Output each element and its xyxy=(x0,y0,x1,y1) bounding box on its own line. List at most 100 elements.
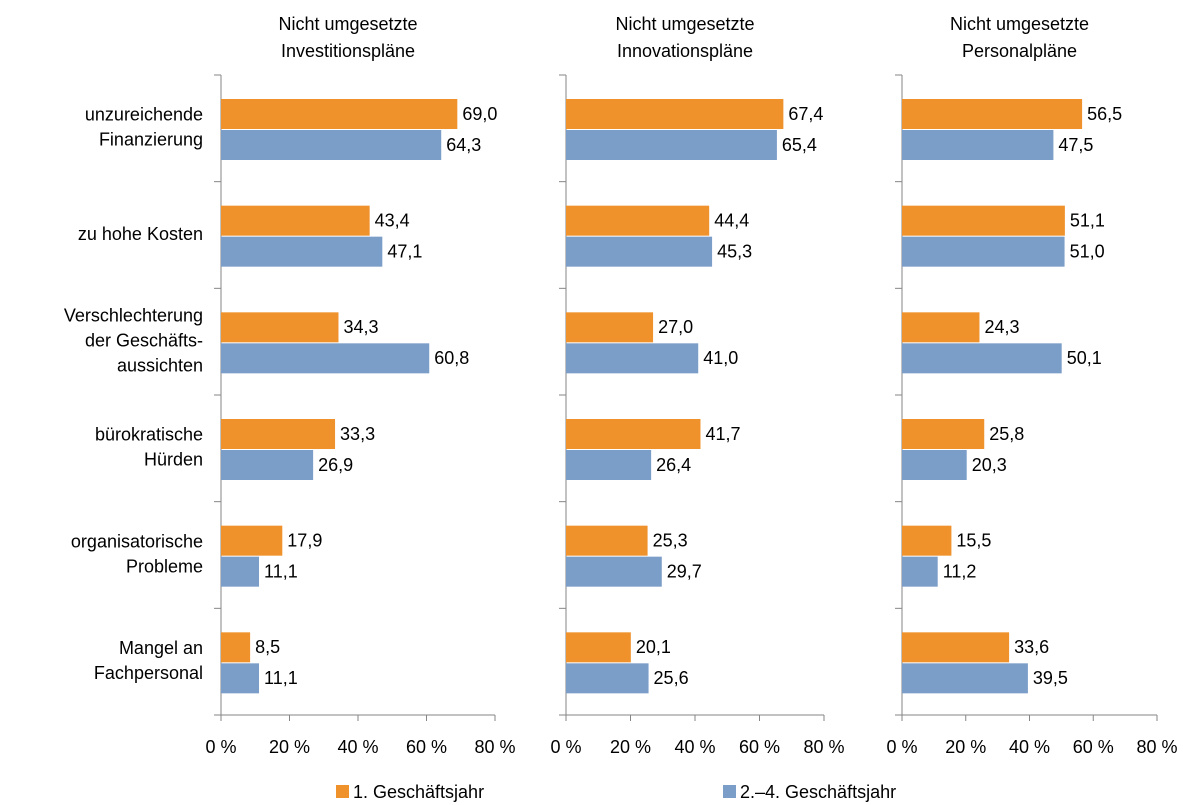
value-label: 45,3 xyxy=(717,241,752,261)
value-label: 65,4 xyxy=(782,135,817,155)
x-tick-label: 80 % xyxy=(1136,737,1177,757)
x-tick-label: 80 % xyxy=(803,737,844,757)
bar xyxy=(221,450,314,480)
value-label: 33,6 xyxy=(1014,637,1049,657)
value-label: 51,1 xyxy=(1070,210,1105,230)
value-label: 24,3 xyxy=(984,317,1019,337)
bar xyxy=(566,99,784,129)
bar xyxy=(566,236,713,267)
x-tick-label: 60 % xyxy=(406,737,447,757)
category-label: aussichten xyxy=(117,355,203,375)
value-label: 11,1 xyxy=(264,561,298,581)
category-label: organisatorische xyxy=(71,531,203,551)
category-label: Probleme xyxy=(126,556,203,576)
value-label: 47,5 xyxy=(1058,135,1093,155)
x-tick-label: 40 % xyxy=(1009,737,1050,757)
bar xyxy=(221,130,442,160)
value-label: 26,4 xyxy=(656,455,691,475)
bar xyxy=(566,632,631,663)
bar xyxy=(566,556,662,587)
value-label: 50,1 xyxy=(1067,348,1102,368)
bar xyxy=(902,99,1083,129)
x-tick-label: 40 % xyxy=(337,737,378,757)
value-label: 60,8 xyxy=(434,348,469,368)
panel-title: Innovationspläne xyxy=(617,41,753,61)
value-label: 20,3 xyxy=(972,455,1007,475)
value-label: 67,4 xyxy=(788,104,823,124)
bar xyxy=(221,343,430,374)
value-label: 15,5 xyxy=(956,530,991,550)
category-label: der Geschäfts- xyxy=(85,330,203,350)
bar xyxy=(221,632,251,663)
bar xyxy=(566,312,654,343)
value-label: 26,9 xyxy=(318,455,353,475)
bar xyxy=(566,205,710,236)
bar xyxy=(221,525,283,556)
bar xyxy=(221,205,370,236)
x-tick-label: 0 % xyxy=(550,737,581,757)
category-label: Finanzierung xyxy=(99,130,203,150)
value-label: 27,0 xyxy=(658,317,693,337)
x-tick-label: 20 % xyxy=(269,737,310,757)
x-tick-label: 0 % xyxy=(205,737,236,757)
value-label: 11,1 xyxy=(264,668,298,688)
legend-label: 1. Geschäftsjahr xyxy=(353,782,484,802)
x-tick-label: 60 % xyxy=(1073,737,1114,757)
bar xyxy=(221,236,383,267)
value-label: 8,5 xyxy=(255,637,280,657)
value-label: 51,0 xyxy=(1070,241,1105,261)
x-tick-label: 0 % xyxy=(886,737,917,757)
category-label: Hürden xyxy=(144,450,203,470)
value-label: 43,4 xyxy=(375,210,410,230)
bar xyxy=(902,525,952,556)
legend-swatch xyxy=(723,785,736,798)
bar xyxy=(566,130,777,160)
value-label: 39,5 xyxy=(1033,668,1068,688)
category-label: Verschlechterung xyxy=(64,305,203,325)
value-label: 47,1 xyxy=(387,241,422,261)
value-label: 44,4 xyxy=(714,210,749,230)
value-label: 25,3 xyxy=(653,530,688,550)
bar xyxy=(221,556,260,587)
bar xyxy=(221,312,339,343)
value-label: 41,0 xyxy=(703,348,738,368)
category-label: Mangel an xyxy=(119,638,203,658)
bar xyxy=(221,663,260,694)
panel-title: Investitionspläne xyxy=(281,41,415,61)
value-label: 29,7 xyxy=(667,561,702,581)
bar xyxy=(902,556,938,587)
value-label: 11,2 xyxy=(943,561,977,581)
bar xyxy=(902,450,967,480)
legend-swatch xyxy=(336,785,349,798)
bar xyxy=(566,525,648,556)
value-label: 34,3 xyxy=(343,317,378,337)
bar xyxy=(902,130,1054,160)
value-label: 25,6 xyxy=(654,668,689,688)
value-label: 64,3 xyxy=(446,135,481,155)
value-label: 56,5 xyxy=(1087,104,1122,124)
bar xyxy=(902,632,1010,663)
category-label: Fachpersonal xyxy=(94,663,203,683)
panel-title: Nicht umgesetzte xyxy=(615,14,754,34)
value-label: 25,8 xyxy=(989,424,1024,444)
x-tick-label: 40 % xyxy=(674,737,715,757)
bar xyxy=(902,236,1065,267)
value-label: 69,0 xyxy=(462,104,497,124)
value-label: 20,1 xyxy=(636,637,671,657)
x-tick-label: 20 % xyxy=(610,737,651,757)
x-tick-label: 80 % xyxy=(474,737,515,757)
bar xyxy=(902,663,1028,694)
panel-title: Nicht umgesetzte xyxy=(950,14,1089,34)
panel-title: Personalpläne xyxy=(962,41,1077,61)
bar xyxy=(902,419,985,449)
value-label: 33,3 xyxy=(340,424,375,444)
category-label: unzureichende xyxy=(85,105,203,125)
value-label: 17,9 xyxy=(287,530,322,550)
bar xyxy=(566,343,699,374)
bar xyxy=(902,205,1065,236)
value-label: 41,7 xyxy=(705,424,740,444)
bar xyxy=(221,99,458,129)
x-tick-label: 60 % xyxy=(739,737,780,757)
bar xyxy=(902,312,980,343)
